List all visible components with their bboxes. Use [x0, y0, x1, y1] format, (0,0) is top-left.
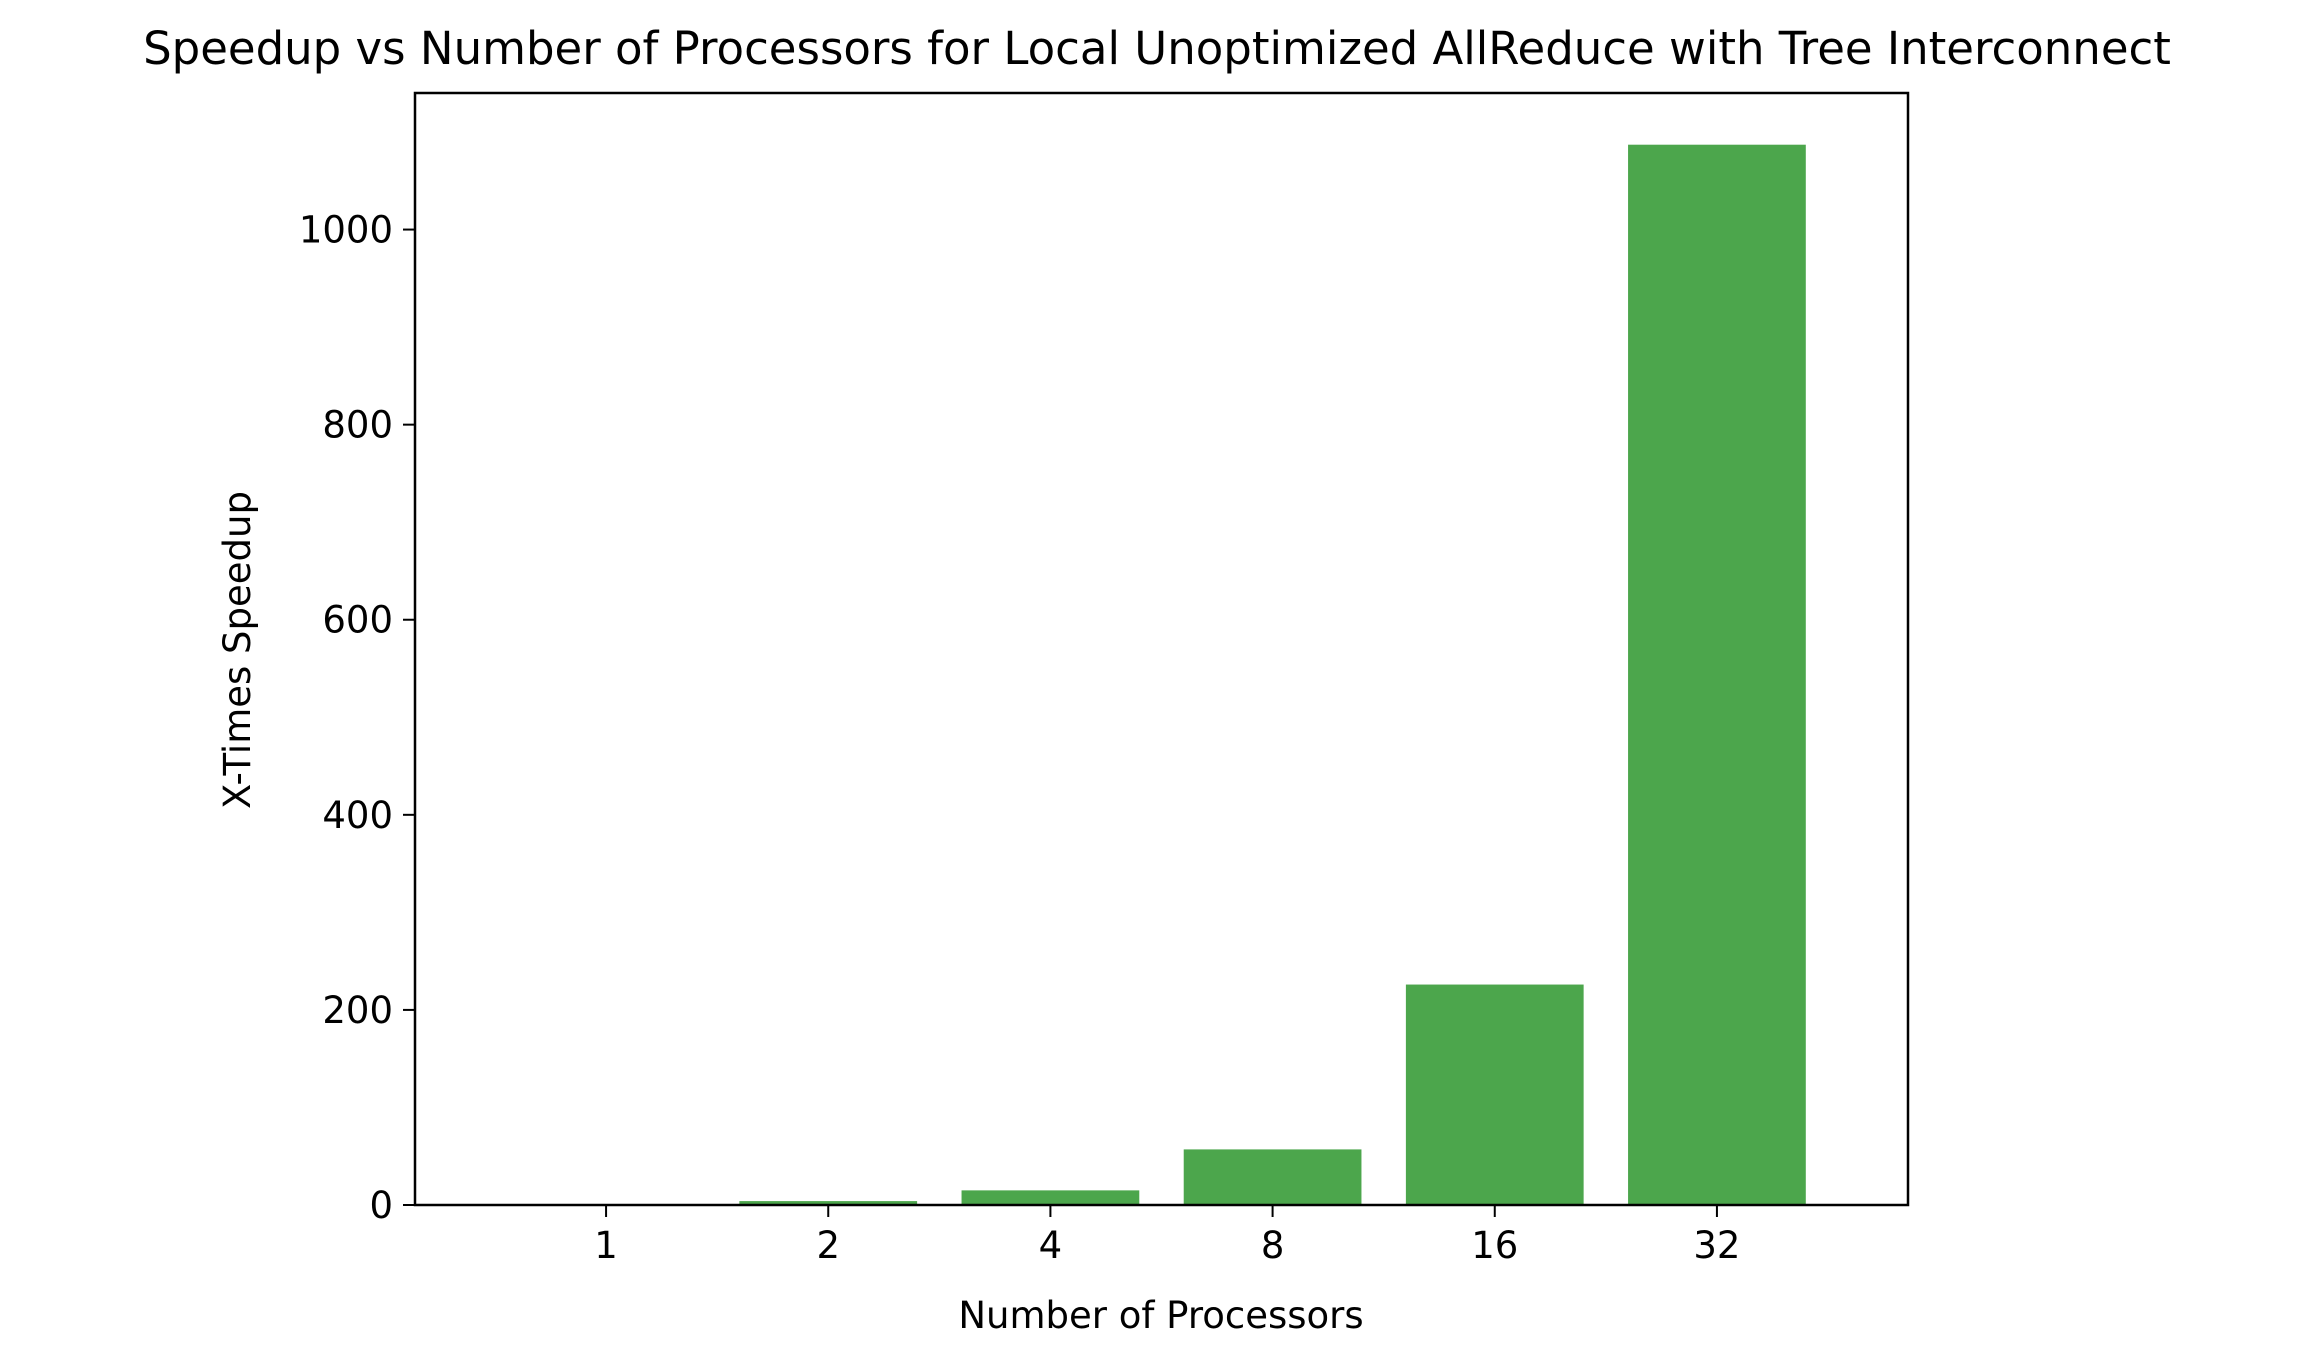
x-axis-label: Number of Processors — [958, 1294, 1363, 1337]
x-axis-ticks: 1 2 4 8 16 32 — [594, 1205, 1740, 1267]
x-tick-label: 8 — [1261, 1224, 1285, 1267]
y-tick-label: 200 — [322, 989, 393, 1032]
y-tick-label: 400 — [322, 794, 393, 837]
y-tick-label: 1000 — [299, 209, 393, 252]
bar-32 — [1628, 144, 1806, 1205]
chart-title: Speedup vs Number of Processors for Loca… — [143, 22, 2171, 75]
x-tick-label: 1 — [594, 1224, 618, 1267]
y-axis-label: X-Times Speedup — [216, 491, 259, 809]
bar-4 — [961, 1190, 1140, 1205]
y-tick-label: 0 — [369, 1184, 393, 1227]
bars-group — [517, 144, 1806, 1205]
bar-8 — [1183, 1149, 1362, 1205]
x-tick-label: 2 — [816, 1224, 840, 1267]
y-tick-label: 800 — [322, 404, 393, 447]
x-tick-label: 4 — [1039, 1224, 1063, 1267]
y-axis-ticks: 0 200 400 600 800 1000 — [299, 209, 415, 1227]
y-tick-label: 600 — [322, 599, 393, 642]
bar-16 — [1405, 984, 1584, 1205]
x-tick-label: 16 — [1471, 1224, 1518, 1267]
plot-frame — [413, 91, 1910, 1207]
x-tick-label: 32 — [1693, 1224, 1740, 1267]
bar-2 — [739, 1201, 918, 1205]
